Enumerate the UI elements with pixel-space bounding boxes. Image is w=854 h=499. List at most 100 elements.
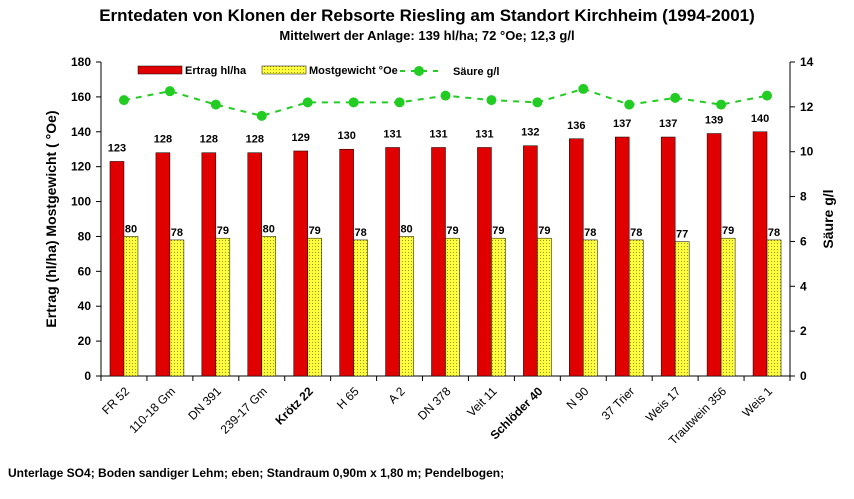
y-tick-label: 120 xyxy=(71,160,91,174)
y-tick-label: 40 xyxy=(78,299,92,313)
x-tick-label: 37 Trier xyxy=(599,384,638,423)
point-saeure xyxy=(394,97,405,108)
bar-ertrag xyxy=(109,161,125,377)
bar-mostgewicht xyxy=(674,241,690,377)
point-saeure xyxy=(210,99,221,110)
data-label-ertrag: 128 xyxy=(246,134,264,146)
y2-axis-label: Säure g/l xyxy=(820,189,836,248)
legend-label-ertrag: Ertrag hl/ha xyxy=(185,65,247,77)
point-saeure xyxy=(532,97,543,108)
legend-swatch-mostgewicht xyxy=(261,65,307,75)
y-tick-label: 160 xyxy=(71,90,91,104)
point-saeure xyxy=(624,99,635,110)
data-label-mostgewicht: 78 xyxy=(768,227,780,239)
data-label-ertrag: 131 xyxy=(429,128,447,140)
footnote: Unterlage SO4; Boden sandiger Lehm; eben… xyxy=(8,466,505,480)
x-tick-label: N 90 xyxy=(564,384,592,412)
bar-ertrag xyxy=(431,147,446,377)
data-label-mostgewicht: 77 xyxy=(676,229,688,241)
data-label-ertrag: 132 xyxy=(521,127,539,139)
chart: 0 20 40 60 80 100 120 140 160 180 0 2 4 6 8 10 12 14 Ertra… xyxy=(43,55,836,448)
bar-mostgewicht xyxy=(353,239,368,377)
bar-ertrag xyxy=(569,138,584,377)
data-label-mostgewicht: 79 xyxy=(538,225,550,237)
y2-tick-label: 10 xyxy=(800,145,814,159)
point-saeure xyxy=(256,110,267,121)
y-tick-label: 80 xyxy=(78,229,92,243)
bar-ertrag xyxy=(477,147,492,377)
x-tick-label: 239-17 Gm xyxy=(218,384,270,436)
data-label-mostgewicht: 78 xyxy=(171,227,183,239)
y-tick-label: 0 xyxy=(84,369,91,383)
point-saeure xyxy=(440,90,451,101)
y-axis-label: Ertrag (hl/ha) Mostgewicht ( °Oe) xyxy=(43,110,59,327)
point-saeure xyxy=(716,99,727,110)
point-saeure xyxy=(302,97,313,108)
x-tick-label: FR 52 xyxy=(99,384,132,417)
data-label-mostgewicht: 79 xyxy=(446,225,458,237)
legend-swatch-ertrag xyxy=(137,65,183,75)
data-label-ertrag: 128 xyxy=(200,134,218,146)
data-label-ertrag: 136 xyxy=(567,120,585,132)
bar-ertrag xyxy=(614,136,630,377)
x-tick-label: H 65 xyxy=(334,384,362,412)
y-tick-label: 20 xyxy=(78,334,92,348)
bar-mostgewicht xyxy=(261,236,277,377)
y-tick-label: 100 xyxy=(71,195,91,209)
bar-mostgewicht xyxy=(445,237,460,377)
bar-ertrag xyxy=(706,133,722,377)
data-label-mostgewicht: 79 xyxy=(309,225,321,237)
data-label-mostgewicht: 79 xyxy=(217,225,229,237)
data-label-mostgewicht: 78 xyxy=(630,227,642,239)
data-label-ertrag: 129 xyxy=(292,132,310,144)
x-tick-label: A 2 xyxy=(386,384,408,406)
bar-mostgewicht xyxy=(766,239,782,377)
data-label-mostgewicht: 79 xyxy=(492,225,504,237)
y2-tick-label: 6 xyxy=(800,234,807,248)
data-label-mostgewicht: 78 xyxy=(584,227,596,239)
y-tick-label: 140 xyxy=(71,125,91,139)
data-label-ertrag: 140 xyxy=(751,113,769,125)
y-tick-label: 60 xyxy=(78,264,92,278)
data-label-ertrag: 137 xyxy=(613,118,631,130)
bar-mostgewicht xyxy=(720,237,736,377)
data-label-mostgewicht: 78 xyxy=(355,227,367,239)
legend-label-mostgewicht: Mostgewicht °Oe xyxy=(309,65,398,77)
legend-label-saeure: Säure g/l xyxy=(453,66,499,78)
data-label-mostgewicht: 80 xyxy=(125,223,137,235)
bar-mostgewicht xyxy=(123,236,139,377)
bar-ertrag xyxy=(660,136,676,377)
bar-mostgewicht xyxy=(491,237,506,377)
bar-ertrag xyxy=(201,152,217,377)
data-label-ertrag: 131 xyxy=(475,128,493,140)
x-tick-label: DN 378 xyxy=(415,384,454,423)
data-label-ertrag: 130 xyxy=(337,130,355,142)
point-saeure xyxy=(670,92,681,103)
bar-ertrag xyxy=(385,147,400,377)
bar-ertrag xyxy=(752,131,768,377)
data-label-ertrag: 123 xyxy=(108,142,126,154)
bar-mostgewicht xyxy=(215,237,231,377)
y2-tick-label: 0 xyxy=(800,369,807,383)
data-label-ertrag: 131 xyxy=(383,128,401,140)
y2-tick-label: 4 xyxy=(800,279,807,293)
bar-mostgewicht xyxy=(169,239,185,377)
data-label-ertrag: 128 xyxy=(154,134,172,146)
bar-ertrag xyxy=(155,152,171,377)
bar-mostgewicht xyxy=(399,236,414,377)
x-tick-label: Weis 17 xyxy=(643,384,684,425)
bar-mostgewicht xyxy=(628,239,644,377)
y-tick-label: 180 xyxy=(71,55,91,69)
bar-ertrag xyxy=(523,145,538,377)
data-label-mostgewicht: 80 xyxy=(263,223,275,235)
chart-subtitle: Mittelwert der Anlage: 139 hl/ha; 72 °Oe… xyxy=(279,28,575,43)
y2-tick-label: 12 xyxy=(800,100,814,114)
data-label-ertrag: 139 xyxy=(705,115,723,127)
point-saeure xyxy=(486,95,497,106)
point-saeure xyxy=(164,86,175,97)
bar-ertrag xyxy=(247,152,263,377)
bar-mostgewicht xyxy=(583,239,598,377)
bar-mostgewicht xyxy=(537,237,552,377)
y2-tick-label: 8 xyxy=(800,190,807,204)
legend-marker-saeure xyxy=(414,66,424,76)
